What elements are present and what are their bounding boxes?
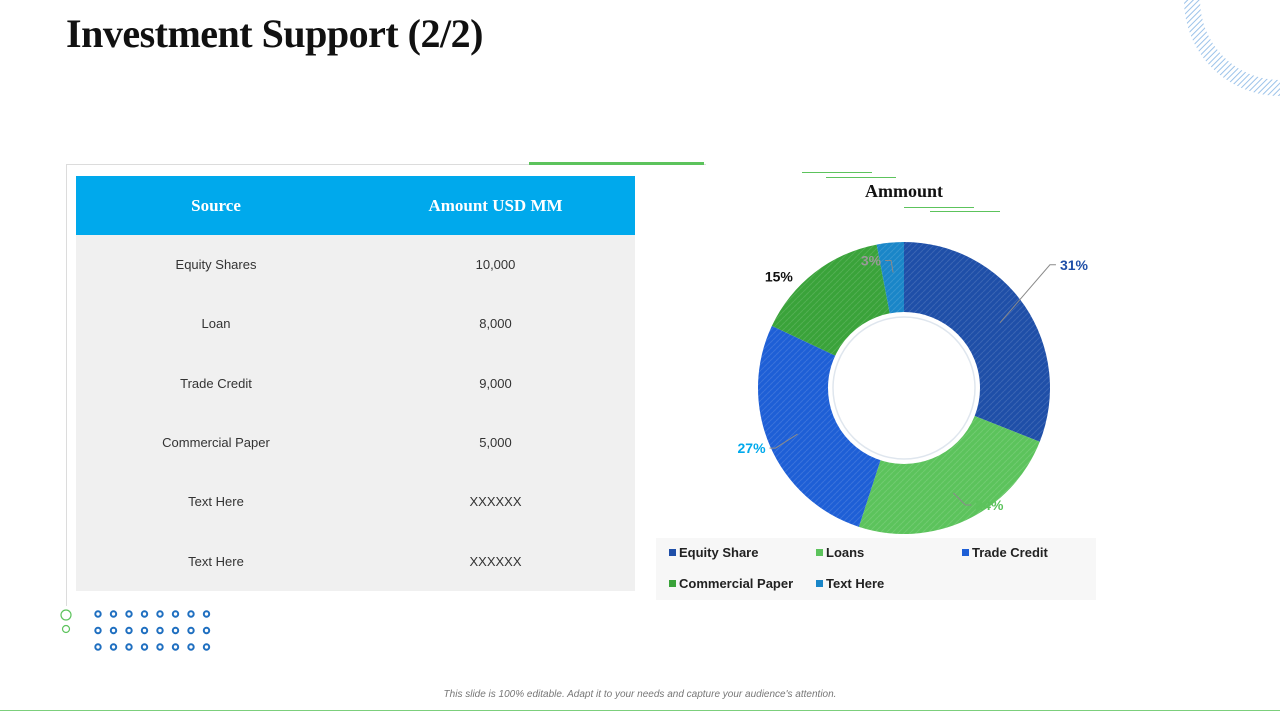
cell-amount: 8,000 — [479, 316, 512, 332]
footer-note: This slide is 100% editable. Adapt it to… — [443, 689, 837, 700]
donut-chart: 31% 24% 27% 15% 3% — [738, 242, 1089, 534]
table-row: Loan 8,000 — [76, 294, 635, 353]
footer-line — [0, 710, 1280, 711]
frame-top-line — [66, 164, 706, 165]
title-deco-line — [802, 172, 872, 173]
legend-label: Equity Share — [679, 545, 759, 560]
chart-title: Ammount — [864, 181, 943, 201]
cell-amount: XXXXXX — [469, 553, 522, 569]
table-header: Source Amount USD MM — [76, 176, 635, 235]
legend-item: Text Here — [816, 576, 884, 591]
slice-label: 24% — [975, 497, 1004, 513]
slice-label: 31% — [1060, 257, 1089, 273]
leader-line — [885, 260, 894, 273]
table-row: Commercial Paper 5,000 — [76, 413, 635, 472]
slice-label: 15% — [765, 268, 794, 284]
table-row: Trade Credit 9,000 — [76, 354, 635, 413]
frame-accent-line — [529, 162, 704, 165]
source-table: Source Amount USD MM Equity Shares 10,00… — [76, 176, 635, 591]
legend-item: Trade Credit — [962, 545, 1048, 560]
title-deco-line — [930, 211, 1000, 212]
frame-left-line — [66, 164, 67, 606]
legend-label: Text Here — [826, 576, 885, 591]
legend-swatch — [669, 549, 676, 556]
legend-label: Trade Credit — [972, 545, 1048, 560]
title-deco-line — [826, 177, 896, 178]
cell-source: Text Here — [188, 494, 244, 510]
cell-amount: 10,000 — [475, 257, 516, 273]
slide-title: Investment Support (2/2) — [66, 11, 483, 56]
legend-item: Equity Share — [669, 545, 758, 560]
slice-label: 27% — [738, 440, 767, 456]
cell-amount: XXXXXX — [469, 494, 522, 510]
table-row: Text Here XXXXXX — [76, 531, 635, 590]
slice-label: 3% — [861, 253, 882, 269]
decorative-ring — [1184, 0, 1280, 96]
leader-line — [953, 492, 972, 506]
cell-source: Commercial Paper — [162, 435, 270, 451]
legend-item: Commercial Paper — [669, 576, 793, 591]
cell-source: Trade Credit — [180, 375, 252, 391]
cell-source: Loan — [201, 316, 231, 332]
header-amount: Amount USD MM — [428, 195, 563, 215]
leader-line — [769, 433, 798, 449]
decorative-dots — [60, 609, 211, 651]
legend-label: Commercial Paper — [679, 576, 794, 591]
cell-source: Equity Shares — [175, 257, 257, 273]
legend-swatch — [962, 549, 969, 556]
leader-line — [999, 264, 1056, 324]
cell-amount: 5,000 — [479, 435, 512, 451]
legend-swatch — [669, 580, 676, 587]
table-row: Text Here XXXXXX — [76, 472, 635, 531]
chart-legend: Equity Share Loans Trade Credit Commerci… — [656, 538, 1096, 600]
legend-item: Loans — [816, 545, 864, 560]
legend-swatch — [816, 580, 823, 587]
header-source: Source — [191, 195, 241, 215]
table-body: Equity Shares 10,000 Loan 8,000 Trade Cr… — [76, 235, 635, 591]
table-row: Equity Shares 10,000 — [76, 235, 635, 294]
cell-source: Text Here — [188, 553, 244, 569]
cell-amount: 9,000 — [479, 375, 512, 391]
legend-label: Loans — [826, 545, 865, 560]
donut-inner-ring — [832, 316, 976, 460]
legend-swatch — [816, 549, 823, 556]
title-deco-line — [904, 207, 974, 208]
